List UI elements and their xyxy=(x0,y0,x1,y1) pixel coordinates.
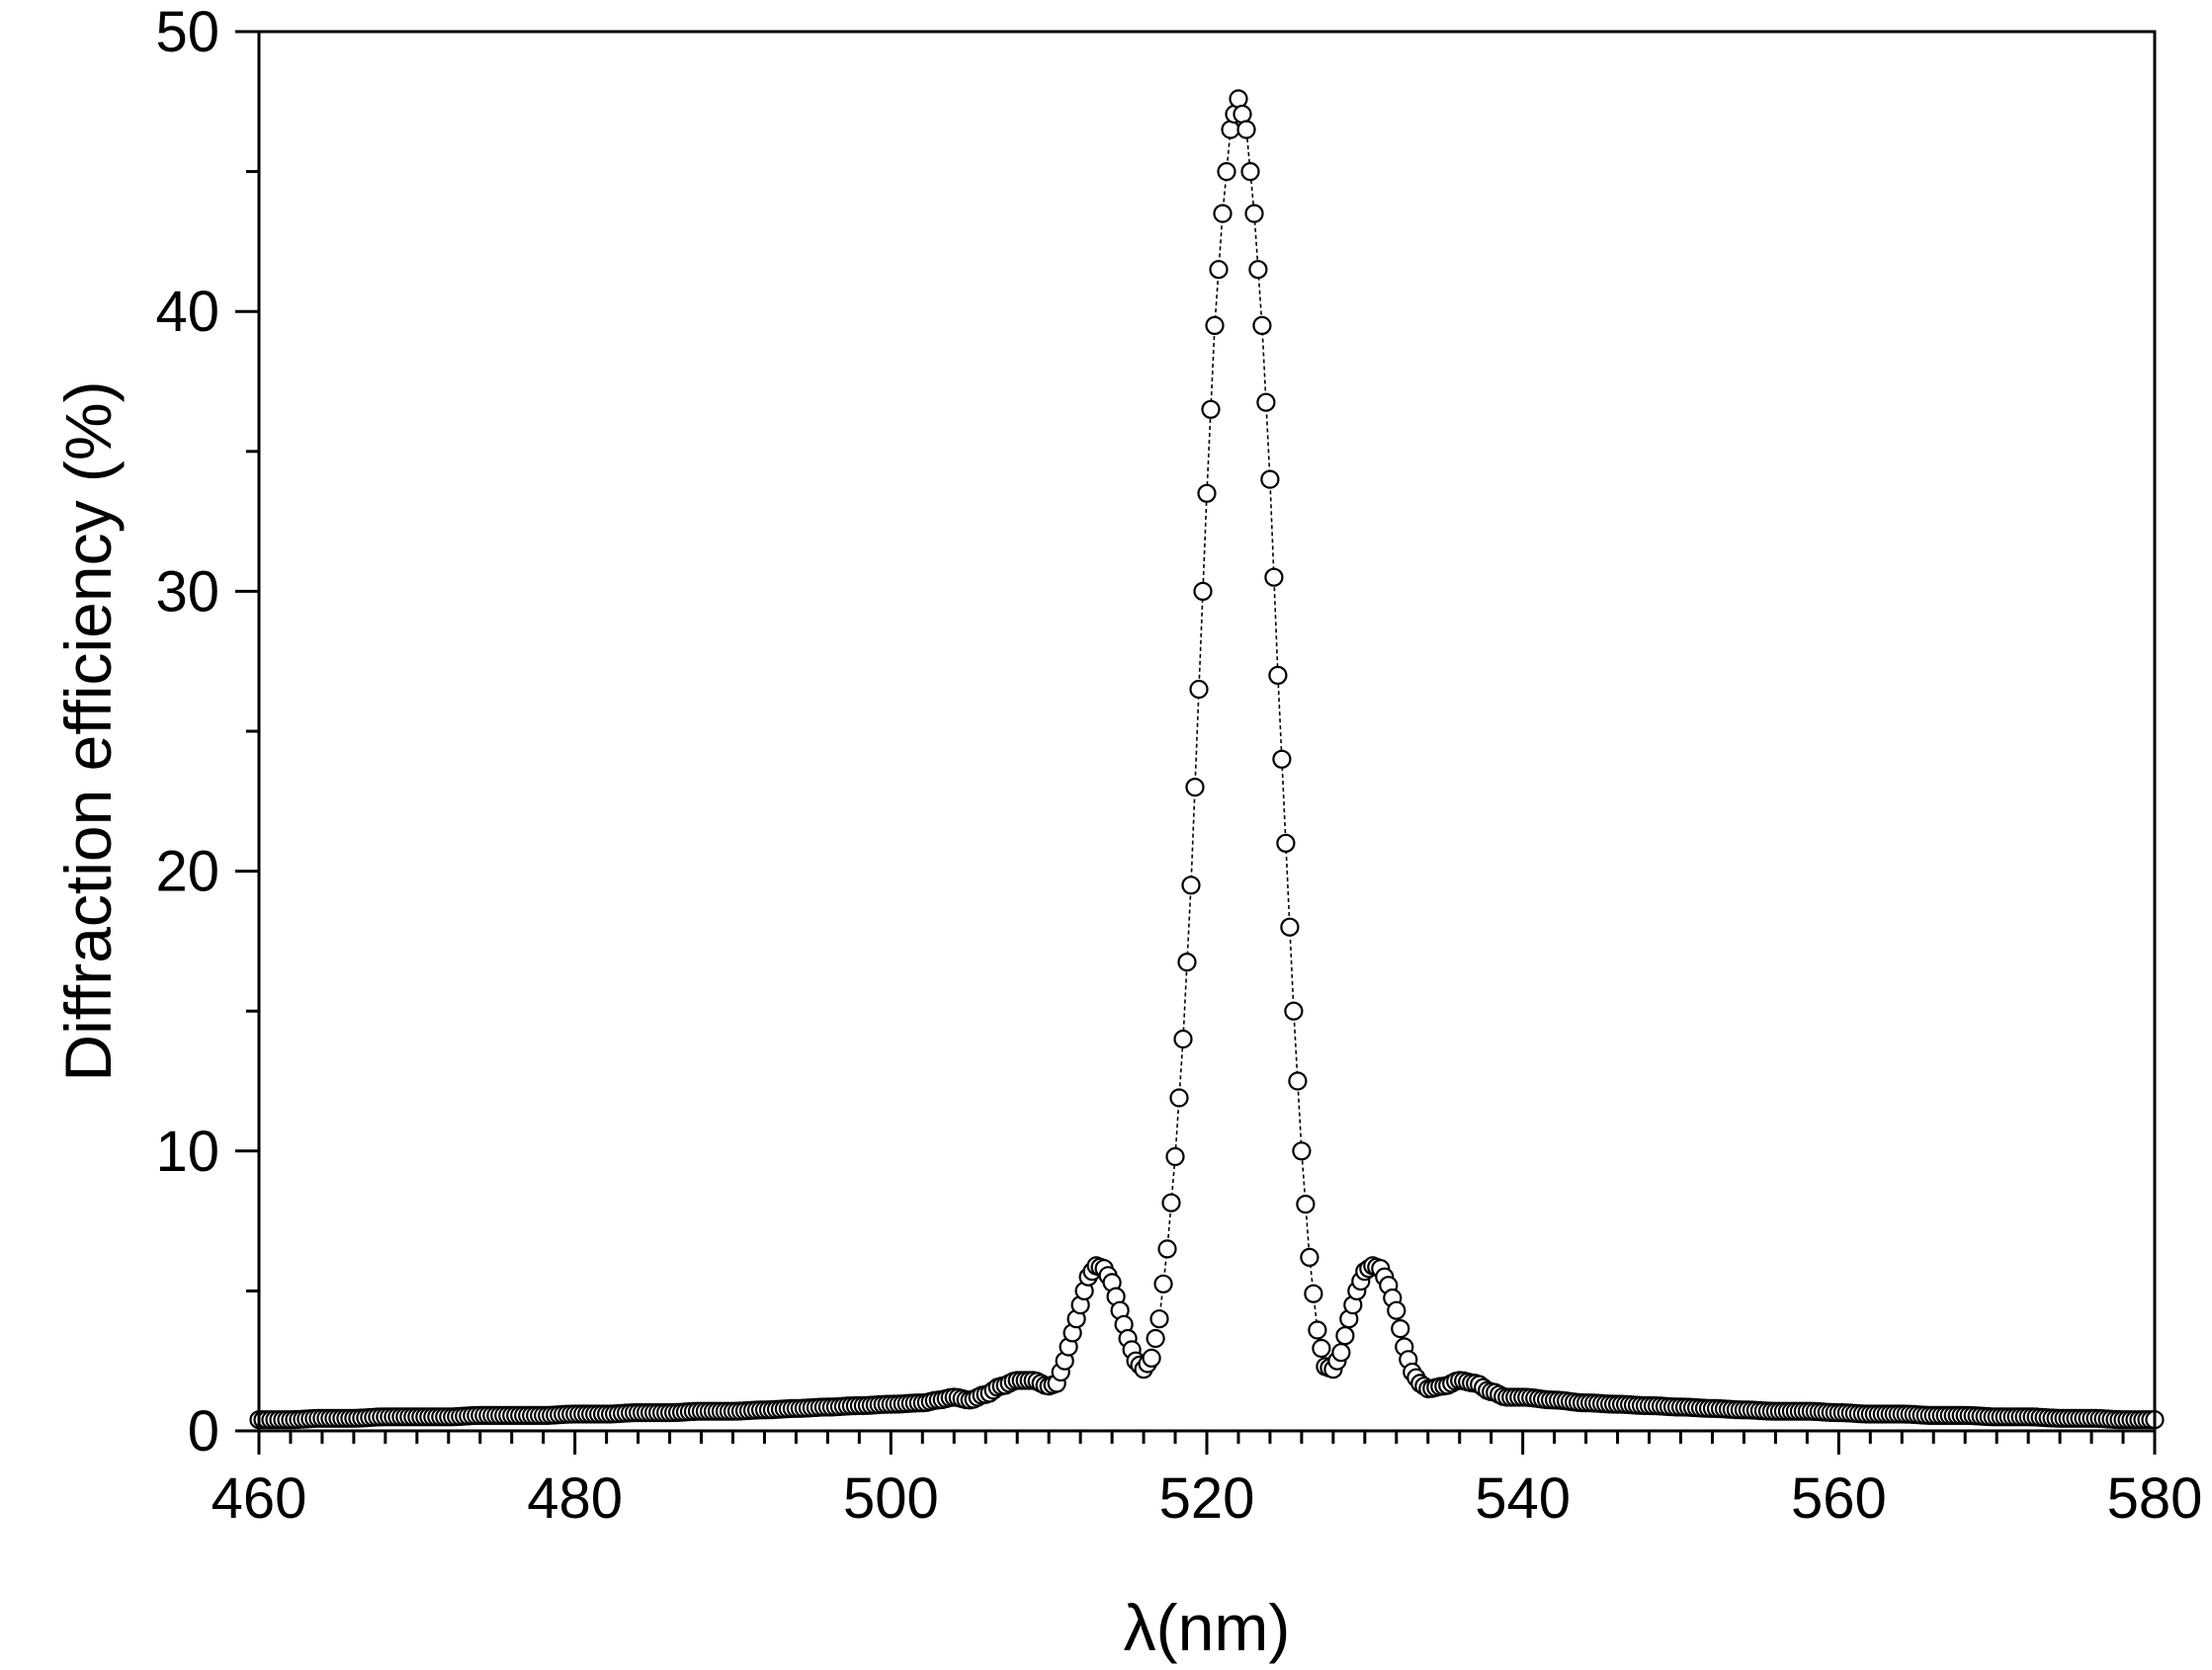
x-tick-label: 520 xyxy=(1159,1466,1255,1531)
data-point xyxy=(1264,567,1284,587)
data-point xyxy=(1205,315,1225,335)
data-point xyxy=(1173,1029,1193,1049)
data-point xyxy=(1181,876,1201,895)
tick-labels-group: 460 480 500 520 540 560 580 0 10 20 30 40 50 xyxy=(155,0,2202,1531)
data-point xyxy=(1391,1318,1410,1339)
data-point xyxy=(1233,104,1252,125)
data-point xyxy=(1236,120,1256,139)
data-point xyxy=(1229,89,1248,109)
x-tick-label: 540 xyxy=(1475,1466,1571,1531)
data-point xyxy=(1248,260,1268,280)
data-point xyxy=(1308,1320,1327,1340)
data-point xyxy=(1272,749,1292,769)
data-point xyxy=(1244,204,1264,223)
data-point xyxy=(1153,1274,1173,1294)
data-point xyxy=(1142,1348,1161,1369)
data-point xyxy=(1165,1146,1185,1167)
y-tick-label: 10 xyxy=(155,1120,219,1184)
data-point xyxy=(1169,1088,1189,1108)
data-point xyxy=(1387,1300,1406,1320)
data-point xyxy=(1201,399,1221,419)
data-point xyxy=(1312,1338,1331,1359)
data-point xyxy=(1256,392,1276,412)
connecting-line-group xyxy=(259,98,2155,1421)
data-point xyxy=(1197,483,1217,503)
y-tick-label: 20 xyxy=(155,840,219,904)
data-point xyxy=(1284,1001,1304,1021)
data-point xyxy=(1217,162,1236,182)
data-point xyxy=(1300,1247,1319,1268)
data-point xyxy=(1146,1328,1165,1349)
data-point xyxy=(1189,679,1209,700)
data-point xyxy=(1161,1193,1181,1212)
data-point xyxy=(1331,1343,1351,1363)
data-point xyxy=(1209,260,1229,280)
data-point xyxy=(1252,315,1272,335)
ticks-group xyxy=(235,30,2157,1455)
x-tick-label: 560 xyxy=(1791,1466,1887,1531)
data-point xyxy=(1221,120,1240,139)
y-tick-label: 30 xyxy=(155,559,219,624)
y-tick-label: 0 xyxy=(188,1399,219,1463)
x-tick-label: 480 xyxy=(527,1466,623,1531)
series-line xyxy=(259,98,2155,1421)
data-point xyxy=(1177,952,1197,972)
data-point xyxy=(1157,1239,1177,1259)
data-point xyxy=(1185,777,1205,797)
y-tick-label: 50 xyxy=(155,0,219,64)
x-tick-label: 500 xyxy=(843,1466,939,1531)
data-point xyxy=(1213,204,1233,223)
data-point xyxy=(1296,1194,1316,1214)
data-point xyxy=(1335,1326,1355,1346)
data-point xyxy=(1280,917,1300,937)
data-points-group xyxy=(249,89,2165,1430)
data-point xyxy=(1288,1071,1308,1091)
data-point xyxy=(1193,581,1213,602)
x-axis-title: λ(nm) xyxy=(1124,1591,1291,1664)
data-point xyxy=(1304,1284,1323,1303)
x-tick-label: 460 xyxy=(212,1466,307,1531)
x-tick-label: 580 xyxy=(2107,1466,2203,1531)
data-point xyxy=(1149,1309,1169,1329)
data-point xyxy=(1292,1141,1312,1161)
y-tick-label: 40 xyxy=(155,280,219,344)
plot-frame xyxy=(257,30,2157,1433)
data-point xyxy=(1240,162,1260,182)
y-axis-title: Diffraction efficiency (%) xyxy=(51,380,125,1081)
data-point xyxy=(1276,833,1296,853)
data-point xyxy=(1268,665,1288,686)
data-point xyxy=(1260,469,1280,489)
